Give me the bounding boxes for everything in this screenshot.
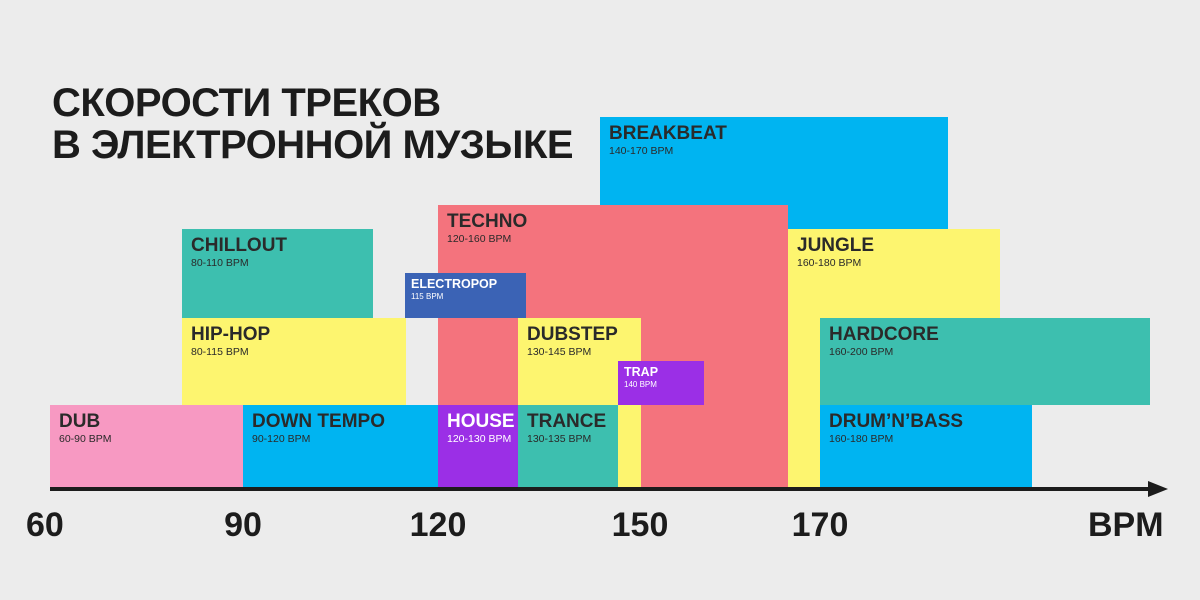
- x-tick-label: 120: [409, 506, 467, 544]
- genre-block-hardcore: Hardcore 160-200 BPM: [820, 318, 1150, 405]
- x-tick-label: 170: [791, 506, 849, 544]
- genre-block-chillout: Chillout 80-110 BPM: [182, 229, 373, 318]
- genre-block-drum-n-bass: Drum’n’bass 160-180 BPM: [820, 405, 1032, 490]
- genre-range: 80-110 BPM: [191, 257, 249, 269]
- genre-range: 60-90 BPM: [59, 433, 112, 445]
- chart-title-line-2: в электронной музыке: [52, 123, 574, 167]
- genre-name: Breakbeat: [609, 123, 727, 144]
- genre-name: Trap: [624, 365, 659, 379]
- x-axis-arrow-icon: [1148, 481, 1168, 497]
- genre-block-trap: Trap 140 BPM: [618, 361, 704, 405]
- genre-name: Trance: [527, 411, 607, 432]
- x-axis-line: [50, 487, 1150, 491]
- genre-block-down-tempo: Down tempo 90-120 BPM: [243, 405, 438, 490]
- genre-range: 80-115 BPM: [191, 346, 249, 358]
- genre-name: Techno: [447, 211, 528, 232]
- genre-range: 120-130 BPM: [447, 433, 512, 445]
- genre-range: 160-200 BPM: [829, 346, 894, 358]
- genre-name: Electropop: [411, 277, 498, 291]
- genre-name: House: [447, 411, 515, 432]
- genre-name: Down tempo: [252, 411, 385, 432]
- genre-block-dub: Dub 60-90 BPM: [50, 405, 244, 490]
- genre-block-electropop: Electropop 115 BPM: [405, 273, 526, 318]
- x-tick-label: 150: [611, 506, 669, 544]
- genre-block-house: House 120-130 BPM: [438, 405, 518, 490]
- genre-range: 140 BPM: [624, 380, 657, 389]
- genre-block-hip-hop: Hip-hop 80-115 BPM: [182, 318, 406, 405]
- x-tick-label: 60: [26, 506, 64, 544]
- genre-range: 130-145 BPM: [527, 346, 592, 358]
- genre-name: Hip-hop: [191, 324, 271, 345]
- genre-range: 90-120 BPM: [252, 433, 311, 445]
- genre-range: 130-135 BPM: [527, 433, 592, 445]
- x-axis-unit: BPM: [1088, 506, 1164, 544]
- chart-title-line-1: Скорости треков: [52, 81, 441, 125]
- genre-name: Jungle: [797, 235, 875, 256]
- genre-name: Hardcore: [829, 324, 939, 345]
- genre-name: Chillout: [191, 235, 288, 256]
- genre-range: 115 BPM: [411, 292, 444, 301]
- genre-range: 120-160 BPM: [447, 233, 512, 245]
- genre-range: 140-170 BPM: [609, 145, 674, 157]
- chart-title: Скорости треков в электронной музыке: [52, 81, 574, 167]
- genre-range: 160-180 BPM: [797, 257, 862, 269]
- genre-name: Dubstep: [527, 324, 618, 345]
- genre-name: Drum’n’bass: [829, 411, 964, 432]
- genre-range: 160-180 BPM: [829, 433, 894, 445]
- x-tick-label: 90: [224, 506, 262, 544]
- genre-name: Dub: [59, 411, 101, 432]
- genre-block-trance: Trance 130-135 BPM: [518, 405, 618, 490]
